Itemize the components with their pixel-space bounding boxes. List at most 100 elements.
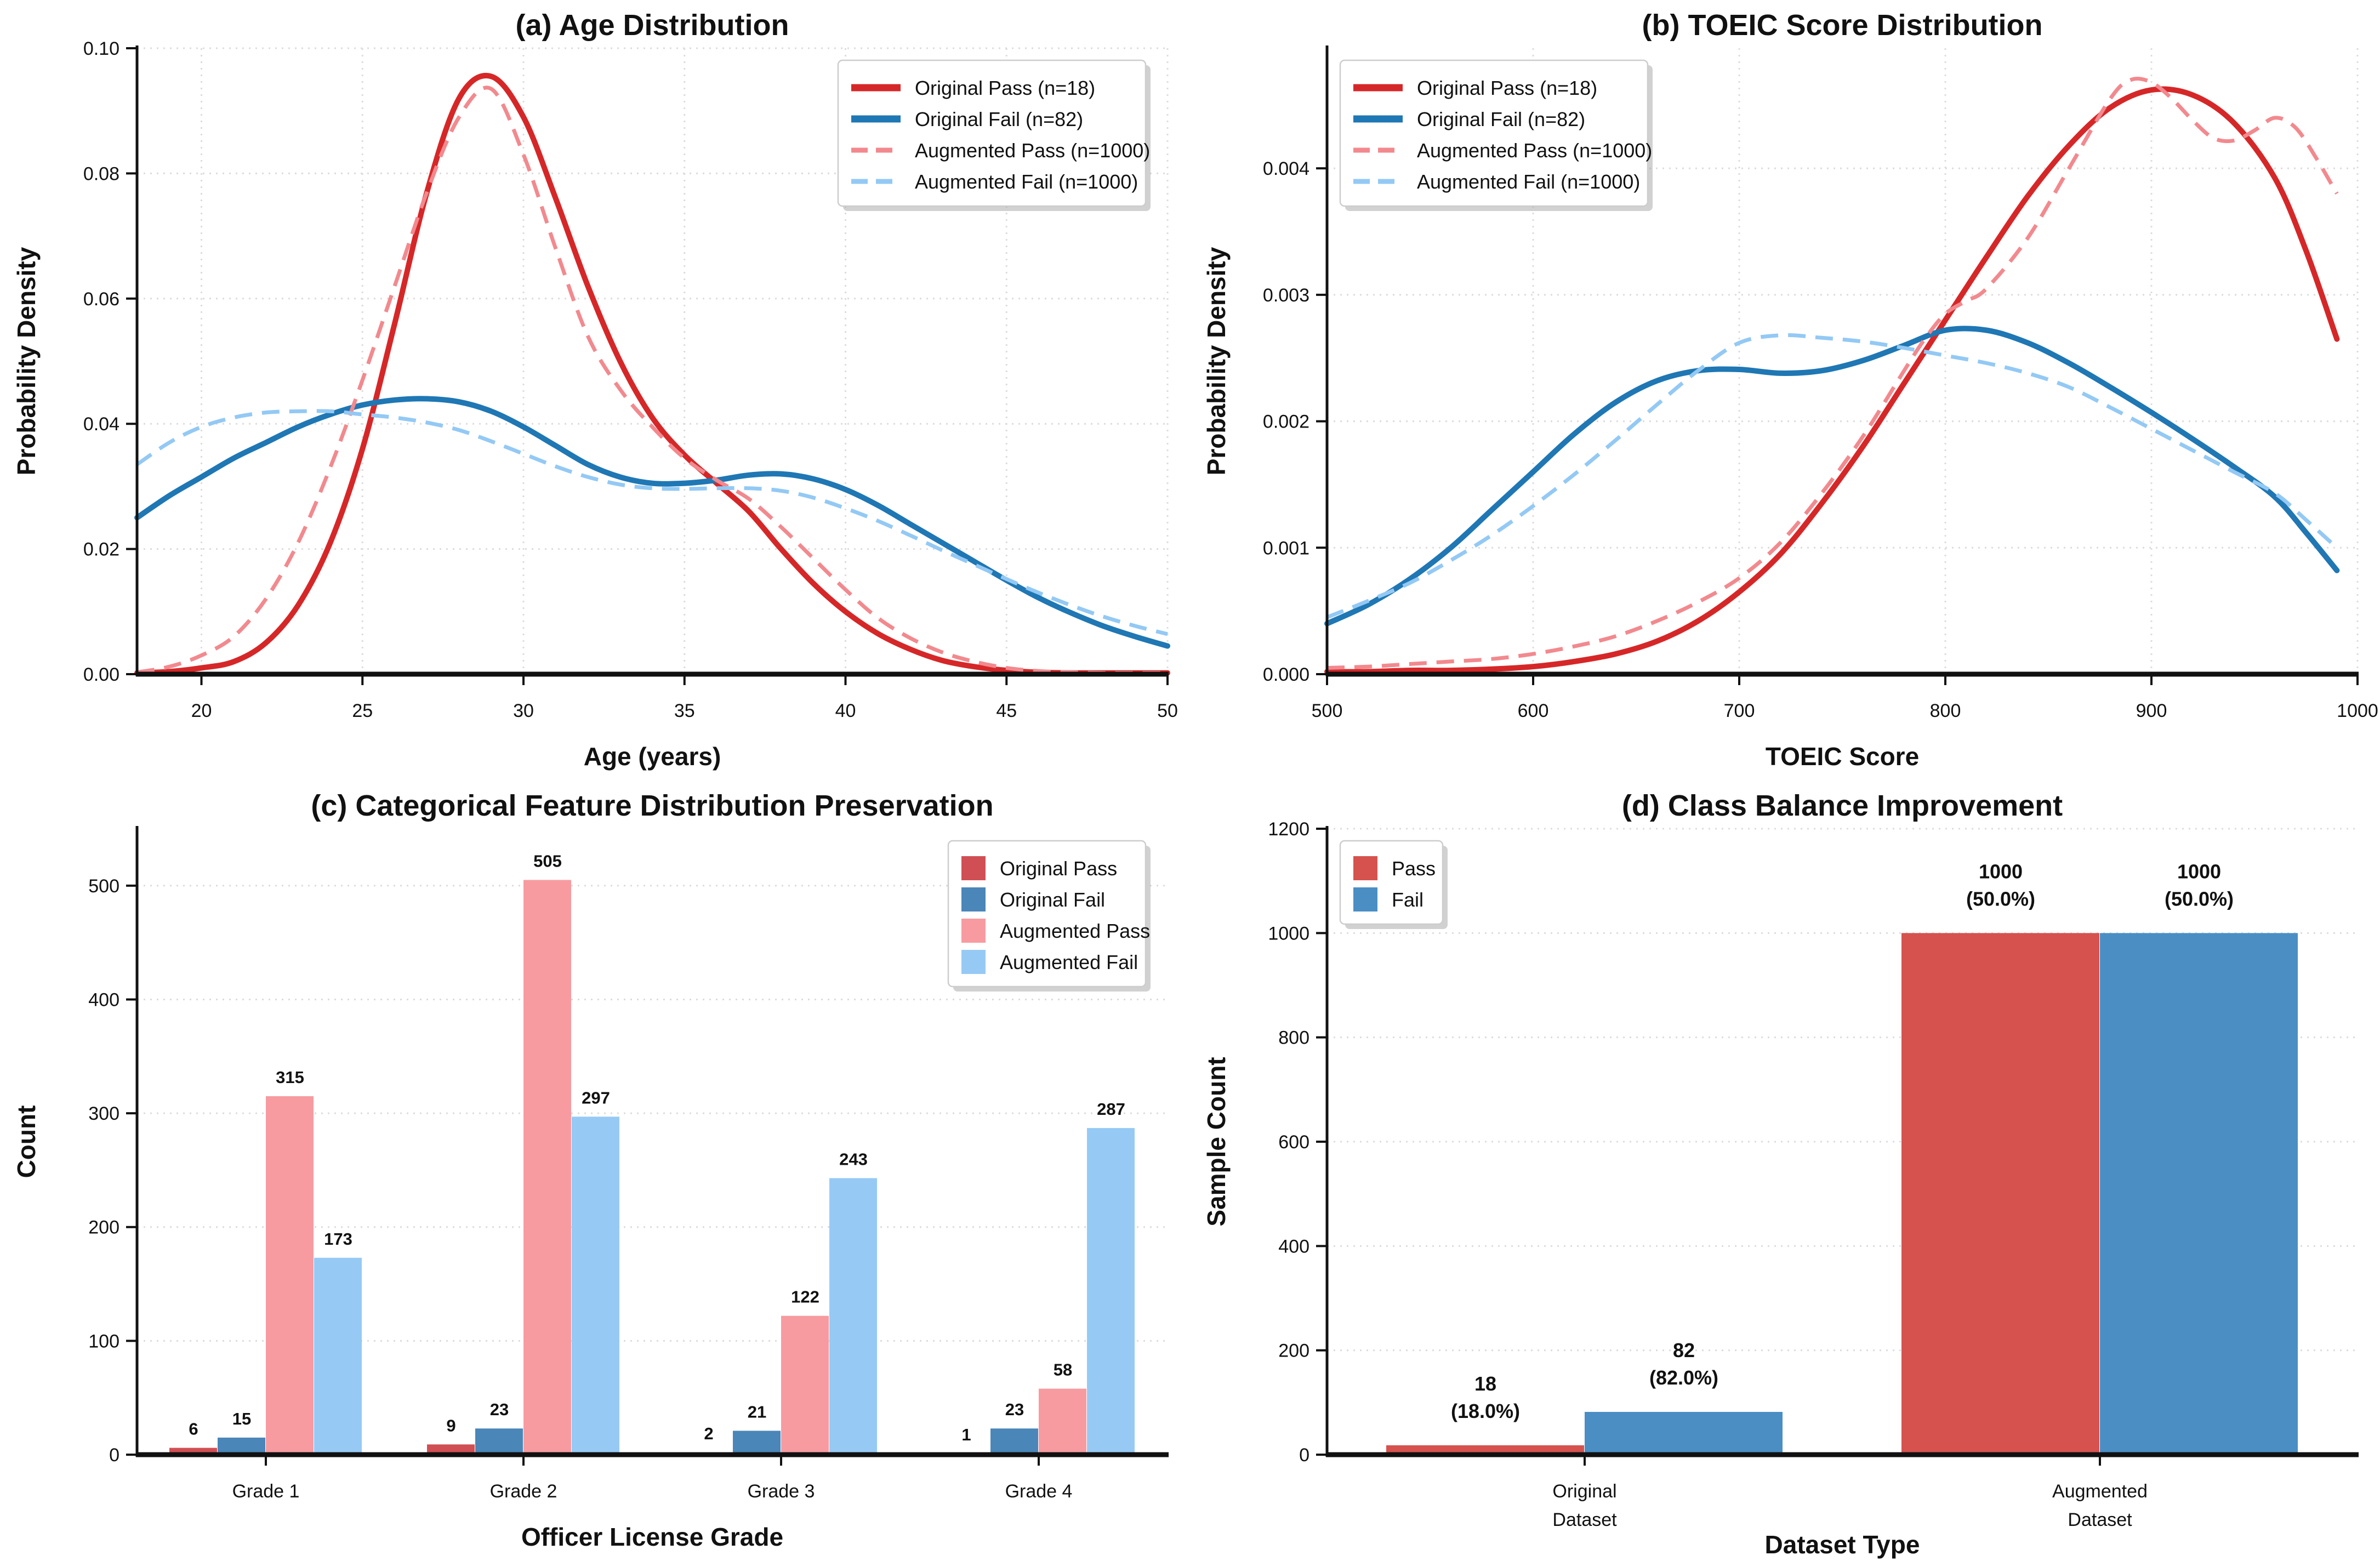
category-label: Dataset (2068, 1509, 2132, 1530)
bar-value-pct: (18.0%) (1451, 1400, 1520, 1422)
legend: Original Pass Original Fail Augmented Pass… (947, 840, 1151, 992)
bar-original-fail-4 (990, 1428, 1038, 1455)
series-augmented-pass-n-1000- (136, 86, 1168, 675)
x-tick-label: 700 (1724, 700, 1755, 721)
y-tick-label: 800 (1278, 1028, 1309, 1049)
chart-b-title: (b) TOEIC Score Distribution (1642, 9, 2042, 42)
x-tick-label: 25 (352, 700, 373, 721)
bar-augmented-pass-3 (781, 1315, 829, 1455)
panel-categorical-preservation: 6 15 315 173 9 23 505 297 2 21 122 243 1 23 58 287 Grade… (0, 781, 1190, 1561)
chart-toeic-distribution: 500 600 700 800 900 1000 0.000 0.001 0.002 0.003 0… (1202, 9, 2378, 771)
category-label: Grade 1 (232, 1481, 300, 1502)
series-lines (1324, 76, 2340, 675)
bar-value: 2 (704, 1424, 713, 1443)
bar-value: 58 (1054, 1360, 1072, 1380)
y-tick-label: 0 (109, 1445, 119, 1466)
legend: Pass Fail (1339, 840, 1448, 929)
bar-value: 505 (533, 851, 562, 870)
y-tick-label: 0.003 (1263, 285, 1309, 306)
x-tick-label: 1000 (2337, 700, 2378, 721)
legend-label: Pass (1392, 857, 1436, 880)
panel-age-distribution: 20 25 30 35 40 45 50 0.00 0.02 0.04 0.06 0.08 0.10 Or… (0, 0, 1190, 781)
axes (1325, 45, 2359, 677)
category-label: Grade 3 (748, 1481, 815, 1502)
bar-value: 21 (748, 1402, 766, 1421)
chart-c-xlabel: Officer License Grade (521, 1523, 783, 1551)
chart-b-xlabel: TOEIC Score (1766, 742, 1919, 771)
y-tick-label: 0.02 (83, 539, 119, 560)
legend-label: Augmented Pass (1000, 920, 1150, 942)
bar-value: 1 (961, 1425, 971, 1444)
bar-augmented-fail-2 (572, 1116, 619, 1455)
legend-label: Original Fail (n=82) (915, 108, 1083, 130)
y-tick-label: 200 (88, 1217, 119, 1238)
bar-original-fail-1 (218, 1437, 265, 1455)
chart-d-plot: 18 (18.0%) 82 (82.0%) 1000 (50.0%) 1000 (50.0%)… (1268, 819, 2359, 1530)
chart-a-ylabel: Probability Density (12, 247, 41, 475)
y-tick-label: 0.004 (1263, 158, 1309, 179)
series-lines (134, 72, 1170, 676)
y-tick-label: 0.04 (83, 414, 119, 435)
bar-value: 23 (490, 1400, 509, 1419)
x-tick-label: 40 (835, 700, 856, 721)
bar-value: 1000 (2177, 860, 2221, 882)
chart-d-xlabel: Dataset Type (1765, 1530, 1920, 1559)
bar-original-pass-2 (427, 1444, 475, 1455)
x-tick-label: 500 (1312, 700, 1343, 721)
axes (135, 826, 1169, 1457)
legend-label: Augmented Fail (n=1000) (1417, 170, 1640, 193)
y-tick-label: 0.06 (83, 289, 119, 310)
bar-value-pct: (82.0%) (1649, 1366, 1718, 1389)
category-label: Original (1552, 1481, 1616, 1502)
y-tick-label: 0.000 (1263, 664, 1309, 685)
chart-a-title: (a) Age Distribution (516, 9, 789, 42)
legend: Original Pass (n=18) Original Fail (n=82)… (1339, 59, 1653, 211)
bar-original-fail-3 (733, 1431, 781, 1455)
panel-class-balance: 18 (18.0%) 82 (82.0%) 1000 (50.0%) 1000 (50.0%)… (1190, 781, 2380, 1561)
y-tick-label: 500 (88, 876, 119, 897)
bar-fail-2 (2100, 933, 2298, 1455)
bar-value-pct: (50.0%) (2165, 887, 2234, 910)
y-tick-label: 0 (1299, 1445, 1309, 1466)
chart-c-plot: 6 15 315 173 9 23 505 297 2 21 122 243 1 23 58 287 Grade… (88, 826, 1169, 1502)
bar-value: 122 (791, 1287, 819, 1307)
bar-value: 6 (189, 1420, 198, 1439)
x-tick-label: 900 (2136, 700, 2167, 721)
bar-value: 173 (324, 1229, 352, 1249)
legend-label: Original Pass (n=18) (915, 77, 1095, 99)
bar-augmented-pass-2 (523, 880, 571, 1455)
panel-toeic-distribution: 500 600 700 800 900 1000 0.000 0.001 0.002 0.003 0… (1190, 0, 2380, 781)
chart-c-title: (c) Categorical Feature Distribution Pre… (311, 789, 993, 822)
bar-value: 315 (276, 1068, 304, 1087)
legend-label: Augmented Fail (n=1000) (915, 170, 1138, 193)
chart-a-plot: 20 25 30 35 40 45 50 0.00 0.02 0.04 0.06 0.08 0.10 Or… (83, 38, 1178, 721)
series-original-fail-n-82- (1324, 326, 2340, 626)
x-tick-label: 600 (1518, 700, 1549, 721)
bar-value: 1000 (1979, 860, 2023, 882)
bar-pass-2 (1901, 933, 2099, 1455)
y-tick-label: 1200 (1268, 819, 1309, 840)
bars: 6 15 315 173 9 23 505 297 2 21 122 243 1 23 58 287 (169, 851, 1135, 1455)
chart-d-ylabel: Sample Count (1202, 1057, 1231, 1226)
series-original-pass-n-18- (134, 72, 1170, 676)
y-tick-label: 1000 (1268, 923, 1309, 944)
legend-label: Augmented Fail (1000, 951, 1138, 973)
bar-value: 9 (446, 1416, 455, 1435)
y-tick-label: 0.001 (1263, 538, 1309, 559)
chart-b-ylabel: Probability Density (1202, 247, 1231, 475)
bar-fail-1 (1585, 1411, 1783, 1455)
x-tick-label: 35 (674, 700, 695, 721)
legend-label: Original Pass (1000, 857, 1117, 880)
x-tick-label: 30 (513, 700, 534, 721)
y-tick-label: 200 (1278, 1341, 1309, 1361)
bars: 18 (18.0%) 82 (82.0%) 1000 (50.0%) 1000 (50.0%) (1386, 860, 2298, 1455)
bar-augmented-fail-3 (829, 1178, 877, 1455)
y-tick-label: 0.08 (83, 163, 119, 184)
legend-label: Original Pass (n=18) (1417, 77, 1597, 99)
chart-a-xlabel: Age (years) (584, 742, 721, 771)
series-augmented-fail-n-1000- (1326, 333, 2338, 619)
x-tick-label: 50 (1157, 700, 1178, 721)
bar-augmented-pass-4 (1039, 1388, 1086, 1455)
bar-value: 287 (1097, 1099, 1125, 1119)
